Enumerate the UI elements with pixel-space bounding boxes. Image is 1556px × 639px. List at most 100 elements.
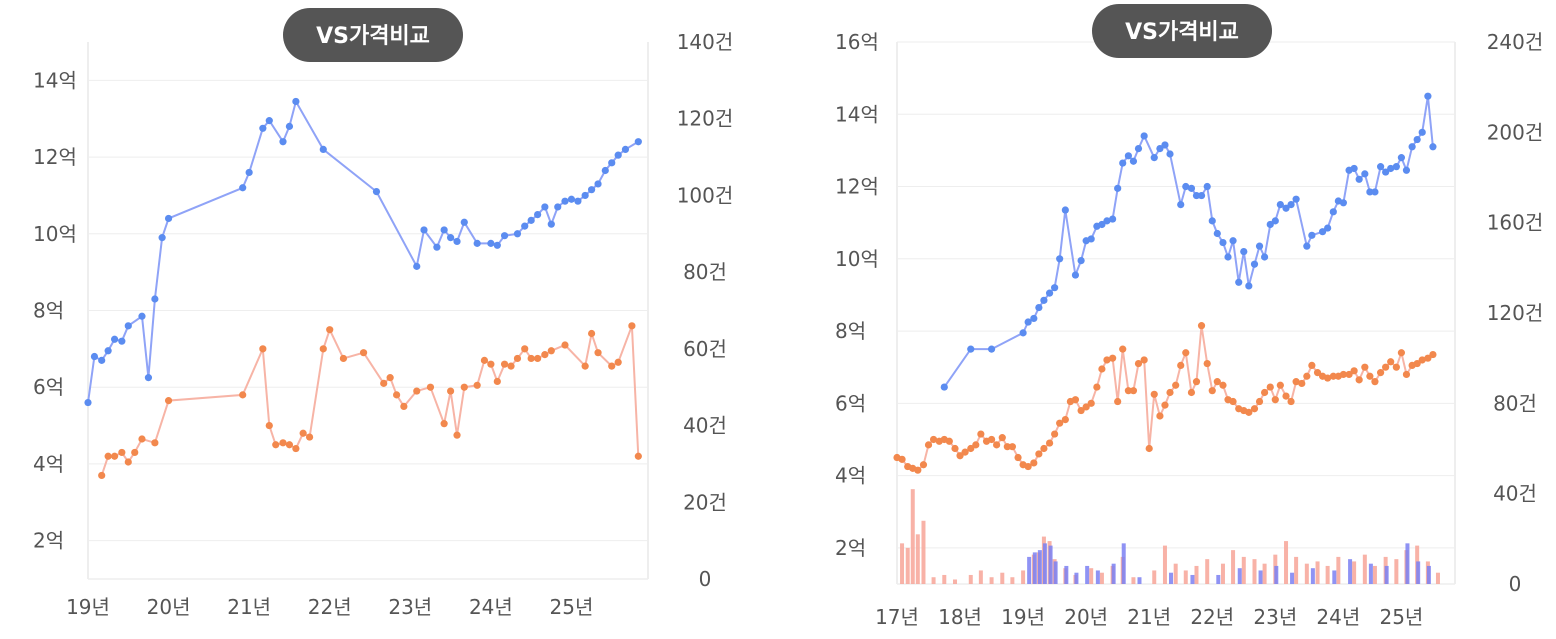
data-point-orange xyxy=(961,448,969,456)
data-point-blue xyxy=(1255,242,1264,250)
data-point-orange xyxy=(1371,378,1379,386)
volume-bar-blue xyxy=(1405,543,1410,584)
data-point-orange xyxy=(1413,359,1421,368)
data-point-orange xyxy=(547,347,555,355)
data-point-orange xyxy=(534,354,542,363)
data-point-orange xyxy=(1071,396,1080,404)
data-point-blue xyxy=(1308,231,1316,239)
data-point-orange xyxy=(380,379,388,387)
data-point-orange xyxy=(1061,415,1069,424)
data-point-orange xyxy=(259,345,267,353)
data-point-blue xyxy=(1197,191,1206,200)
data-point-orange xyxy=(1197,322,1206,330)
data-point-orange xyxy=(919,461,928,469)
data-point-blue xyxy=(1355,175,1363,183)
volume-bar-blue xyxy=(1074,572,1079,584)
data-point-orange xyxy=(1271,396,1279,404)
volume-bar-orange xyxy=(1220,563,1225,584)
series-line-orange xyxy=(100,325,640,476)
x-tick-label: 22년 xyxy=(1190,605,1234,629)
data-point-orange xyxy=(1003,443,1011,451)
data-point-orange xyxy=(929,435,938,444)
y-tick-label: 14억 xyxy=(33,68,77,92)
title-pill xyxy=(283,8,463,62)
data-point-orange xyxy=(1402,370,1411,379)
data-point-blue xyxy=(1035,303,1043,312)
data-point-blue xyxy=(487,239,495,247)
data-point-blue xyxy=(1245,282,1253,290)
data-point-orange xyxy=(1109,354,1117,362)
data-point-blue xyxy=(1429,143,1437,151)
data-point-orange xyxy=(1145,444,1153,453)
volume-bar-orange xyxy=(968,574,973,584)
x-tick-label: 25년 xyxy=(1379,605,1423,629)
volume-bar-orange xyxy=(1315,561,1320,584)
data-point-orange xyxy=(1082,403,1090,411)
y-tick-label: 6억 xyxy=(835,391,866,415)
data-point-orange xyxy=(1114,397,1122,406)
data-point-blue xyxy=(493,241,501,249)
volume-bar-blue xyxy=(1310,568,1315,584)
data-point-orange xyxy=(386,374,394,382)
data-point-orange xyxy=(473,381,481,389)
data-point-orange xyxy=(628,322,636,330)
y-tick-label: 12억 xyxy=(33,145,77,169)
data-point-blue xyxy=(98,356,106,364)
y2-tick-label: 140건 xyxy=(677,30,734,54)
data-point-orange xyxy=(1324,374,1332,382)
volume-bar-blue xyxy=(1095,570,1100,584)
data-point-orange xyxy=(326,326,334,334)
data-point-blue xyxy=(1161,141,1169,149)
data-point-blue xyxy=(1150,154,1158,162)
data-point-orange xyxy=(1045,439,1054,447)
data-point-blue xyxy=(292,97,300,106)
volume-bar-orange xyxy=(1241,556,1246,584)
y-tick-label: 8억 xyxy=(835,319,866,343)
data-point-orange xyxy=(956,452,964,460)
x-tick-label: 19년 xyxy=(1001,605,1045,629)
data-point-blue xyxy=(1382,168,1390,176)
data-point-blue xyxy=(567,195,576,203)
volume-bar-orange xyxy=(953,579,958,584)
volume-bar-orange xyxy=(1304,563,1309,584)
data-point-blue xyxy=(1235,278,1243,286)
volume-bar-orange xyxy=(1352,561,1357,584)
data-point-orange xyxy=(1329,372,1337,380)
data-point-blue xyxy=(1109,215,1117,223)
data-point-orange xyxy=(453,431,461,439)
data-point-orange xyxy=(104,452,112,460)
y-tick-label: 2억 xyxy=(33,529,64,553)
data-point-orange xyxy=(977,430,985,438)
volume-bar-blue xyxy=(1274,565,1279,584)
data-point-blue xyxy=(594,180,602,188)
data-point-orange xyxy=(1287,397,1295,406)
data-point-blue xyxy=(1061,206,1069,214)
x-tick-label: 20년 xyxy=(1064,605,1108,629)
y2-tick-label: 20건 xyxy=(683,490,727,514)
data-point-blue xyxy=(1350,164,1358,173)
data-point-blue xyxy=(1077,257,1085,265)
data-point-orange xyxy=(1014,453,1022,462)
data-point-orange xyxy=(1098,365,1106,373)
data-point-blue xyxy=(446,234,455,242)
data-point-blue xyxy=(1250,260,1259,268)
data-point-blue xyxy=(1276,201,1284,209)
volume-bar-blue xyxy=(1169,572,1174,584)
data-point-blue xyxy=(1103,217,1111,225)
data-point-blue xyxy=(1413,135,1421,144)
data-point-orange xyxy=(527,354,535,363)
volume-bar-blue xyxy=(1137,577,1142,584)
data-point-orange xyxy=(279,439,287,447)
data-point-orange xyxy=(1303,372,1311,380)
data-point-blue xyxy=(440,226,448,234)
data-point-orange xyxy=(98,471,106,480)
y2-tick-label: 200건 xyxy=(1487,120,1544,144)
data-point-orange xyxy=(1187,388,1196,397)
volume-bar-orange xyxy=(915,534,920,584)
data-point-blue xyxy=(1019,329,1027,337)
volume-bar-blue xyxy=(1085,565,1090,584)
data-point-orange xyxy=(1339,370,1347,379)
data-point-orange xyxy=(1177,361,1185,369)
data-point-orange xyxy=(1140,356,1148,364)
data-point-blue xyxy=(1098,220,1106,229)
